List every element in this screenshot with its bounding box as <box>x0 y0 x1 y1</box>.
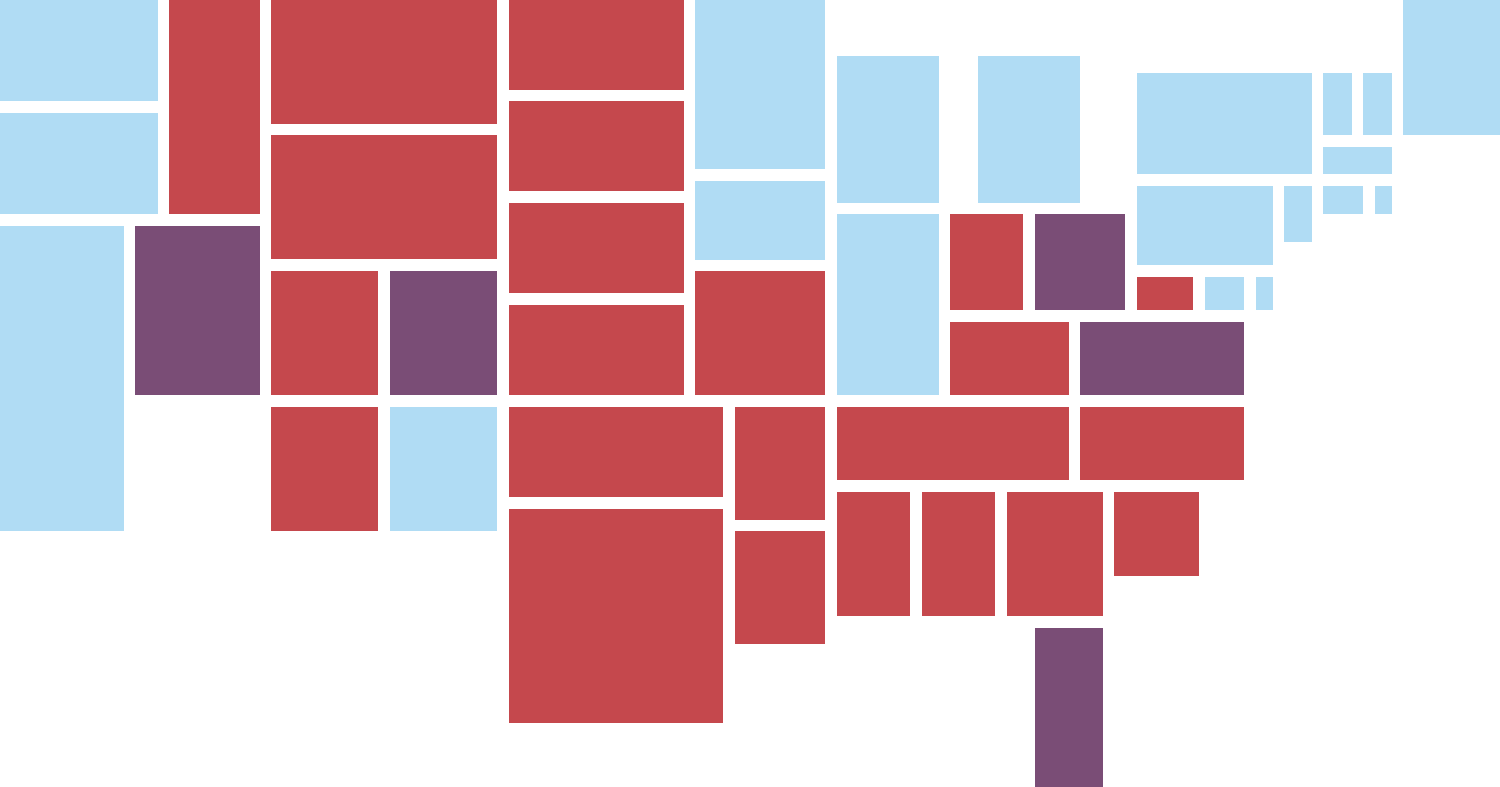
state-tile <box>837 214 939 395</box>
state-tile <box>390 407 497 531</box>
state-tile <box>1256 277 1273 310</box>
state-tile <box>509 0 684 90</box>
state-tile <box>1137 277 1193 310</box>
state-tile <box>837 492 910 616</box>
state-tile <box>1035 628 1103 787</box>
state-tile <box>735 407 825 520</box>
state-tile <box>271 271 378 395</box>
state-tile <box>922 492 995 616</box>
state-tile <box>509 509 723 723</box>
state-tile <box>1035 214 1125 310</box>
state-tile <box>509 407 723 497</box>
state-tile <box>1323 186 1363 214</box>
state-tile <box>271 407 378 531</box>
state-tile <box>0 226 124 531</box>
state-tile <box>1007 492 1103 616</box>
state-tile <box>735 531 825 644</box>
state-tile <box>1205 277 1244 310</box>
state-tile <box>695 0 825 169</box>
state-tile <box>1323 147 1392 174</box>
state-tile <box>1363 73 1392 135</box>
state-tile <box>695 271 825 395</box>
state-tile <box>950 322 1069 395</box>
state-tile <box>169 0 260 214</box>
state-tile <box>1080 322 1244 395</box>
state-tile <box>837 56 939 203</box>
state-tile <box>0 0 158 101</box>
state-tile <box>135 226 260 395</box>
state-tile <box>509 203 684 293</box>
state-tile <box>0 113 158 214</box>
state-tile <box>1284 186 1312 242</box>
state-tile <box>1137 73 1312 174</box>
state-tile <box>1375 186 1392 214</box>
state-tile <box>509 101 684 191</box>
state-tile <box>271 0 497 124</box>
state-tile <box>978 56 1080 203</box>
state-tile <box>271 135 497 259</box>
state-tile <box>509 305 684 395</box>
state-tile <box>1080 407 1244 480</box>
state-tile <box>1403 0 1500 135</box>
state-tile <box>1137 186 1273 265</box>
state-tile <box>950 214 1023 310</box>
state-tile <box>695 181 825 260</box>
state-tile <box>837 407 1069 480</box>
state-tile <box>390 271 497 395</box>
state-tile <box>1114 492 1199 576</box>
state-tile <box>1323 73 1352 135</box>
